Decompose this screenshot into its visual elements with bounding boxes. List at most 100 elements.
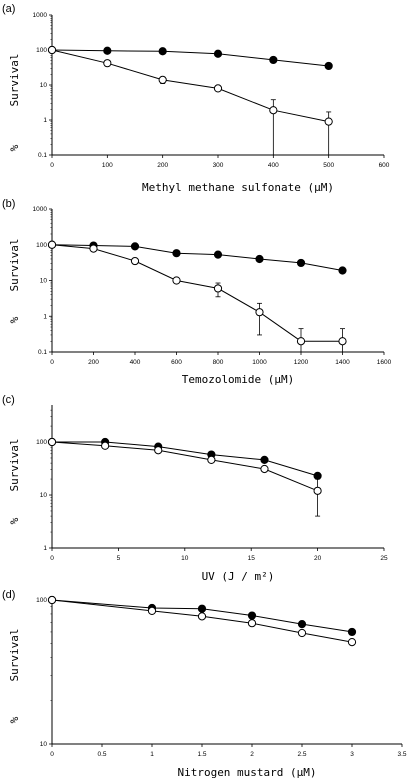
x-tick-label: 20 xyxy=(314,555,322,562)
y-tick-label: 10 xyxy=(40,82,48,89)
y-tick-label: 10 xyxy=(40,492,48,499)
x-tick-label: 100 xyxy=(102,162,113,169)
data-point-open xyxy=(213,84,223,93)
series-line-open xyxy=(51,599,353,643)
x-tick-label: 0 xyxy=(50,162,54,169)
x-axis-label: Methyl methane sulfonate (μM) xyxy=(142,181,334,194)
data-point-filled xyxy=(347,627,357,637)
x-tick-label: 1200 xyxy=(294,359,309,366)
data-point-open xyxy=(130,256,140,266)
data-point-open xyxy=(297,628,307,638)
data-point-filled xyxy=(158,47,167,56)
x-tick-label: 300 xyxy=(213,162,224,169)
y-axis-label: Survival xyxy=(8,54,21,107)
x-tick-label: 0 xyxy=(50,751,54,758)
data-point-open xyxy=(47,240,57,249)
data-point-filled xyxy=(338,266,347,275)
data-point-open xyxy=(154,446,163,455)
data-point-filled xyxy=(296,258,306,268)
data-point-open xyxy=(269,106,278,115)
x-tick-label: 3 xyxy=(350,751,354,758)
x-tick-label: 15 xyxy=(248,555,256,562)
x-tick-label: 800 xyxy=(213,359,224,366)
y-tick-label: 1 xyxy=(43,313,47,320)
y-tick-label: 100 xyxy=(36,597,47,604)
x-tick-label: 1400 xyxy=(335,359,350,366)
series-line-open xyxy=(51,49,329,123)
data-point-open xyxy=(101,441,110,450)
x-axis-label: UV (J / m²) xyxy=(202,570,275,583)
y-tick-label: 1 xyxy=(43,117,47,124)
panel-label: (d) xyxy=(2,589,15,601)
data-point-filled xyxy=(269,55,278,65)
x-tick-label: 1600 xyxy=(377,359,392,366)
x-tick-label: 0.5 xyxy=(97,751,106,758)
data-point-open xyxy=(103,59,112,68)
x-tick-label: 5 xyxy=(117,555,121,562)
y-tick-label: 1000 xyxy=(33,206,48,213)
data-point-filled xyxy=(247,611,257,620)
data-point-open xyxy=(207,455,216,465)
y-axis-percent-label: % xyxy=(8,144,21,151)
data-point-filled xyxy=(213,250,223,259)
data-point-open xyxy=(260,464,269,474)
panel-label: (a) xyxy=(2,3,15,15)
y-axis-label: Survival xyxy=(8,629,21,682)
x-tick-label: 200 xyxy=(88,359,99,366)
x-tick-label: 1 xyxy=(150,751,154,758)
data-point-open xyxy=(313,486,322,495)
data-point-open xyxy=(324,117,333,126)
data-point-filled xyxy=(213,49,223,58)
panel-label: (c) xyxy=(2,394,15,406)
x-tick-label: 25 xyxy=(380,555,388,562)
data-point-open xyxy=(147,606,157,616)
data-point-filled xyxy=(103,46,112,55)
series-line-filled xyxy=(51,49,329,67)
data-point-filled xyxy=(197,604,207,613)
x-axis-label: Temozolomide (μM) xyxy=(182,373,295,386)
y-tick-label: 10 xyxy=(40,741,48,748)
y-tick-label: 10 xyxy=(40,278,48,285)
data-point-filled xyxy=(130,242,140,251)
data-point-open xyxy=(213,284,223,293)
x-tick-label: 3.5 xyxy=(397,751,406,758)
x-tick-label: 0 xyxy=(50,555,54,562)
x-tick-label: 1.5 xyxy=(197,751,206,758)
data-point-open xyxy=(255,308,264,317)
series-line-filled xyxy=(51,599,353,633)
x-tick-label: 200 xyxy=(157,162,168,169)
data-point-open xyxy=(197,612,207,621)
data-point-filled xyxy=(260,455,269,465)
y-axis-percent-label: % xyxy=(8,716,21,723)
x-tick-label: 600 xyxy=(171,359,182,366)
series-line-filled xyxy=(51,244,343,271)
series-line-filled xyxy=(52,441,318,477)
panel-label: (b) xyxy=(2,198,15,210)
y-axis-percent-label: % xyxy=(8,316,21,323)
y-tick-label: 0.1 xyxy=(38,152,47,159)
data-point-open xyxy=(47,45,57,55)
y-tick-label: 1000 xyxy=(33,12,48,19)
x-tick-label: 600 xyxy=(379,162,390,169)
x-tick-label: 2 xyxy=(250,751,254,758)
x-axis-label: Nitrogen mustard (μM) xyxy=(177,766,316,779)
y-tick-label: 100 xyxy=(36,242,47,249)
y-axis-label: Survival xyxy=(8,439,21,492)
data-point-filled xyxy=(172,249,181,258)
data-point-open xyxy=(47,437,57,447)
y-tick-label: 0.1 xyxy=(38,349,47,356)
x-tick-label: 500 xyxy=(323,162,334,169)
x-tick-label: 400 xyxy=(130,359,141,366)
data-point-filled xyxy=(313,471,322,480)
series-line-open xyxy=(51,441,318,492)
data-point-open xyxy=(158,75,167,84)
y-tick-label: 1 xyxy=(43,545,47,552)
y-axis-label: Survival xyxy=(8,239,21,292)
data-point-open xyxy=(89,244,98,253)
series-line-open xyxy=(51,244,343,342)
data-point-open xyxy=(247,619,257,628)
data-point-open xyxy=(296,337,306,346)
data-point-filled xyxy=(297,620,307,629)
x-tick-label: 2.5 xyxy=(297,751,306,758)
